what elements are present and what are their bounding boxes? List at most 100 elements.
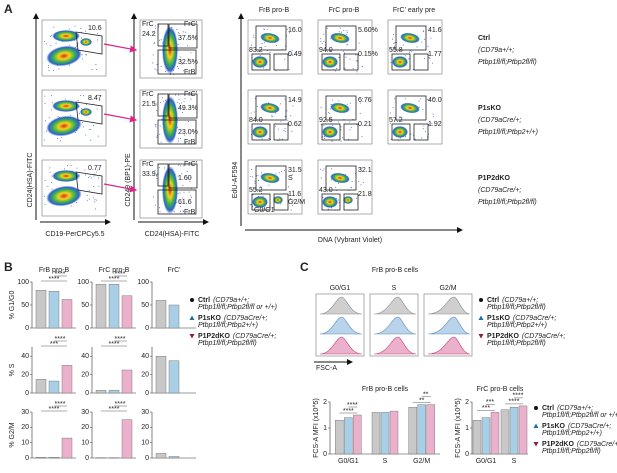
axis-label: FCS-A MFI (x10^5) bbox=[313, 398, 320, 458]
cell-dot bbox=[420, 98, 422, 100]
column-title: G0/G1 bbox=[330, 285, 351, 292]
cell-dot bbox=[320, 38, 322, 40]
cell-dot bbox=[432, 62, 434, 64]
column-title: FrC' bbox=[168, 267, 181, 274]
cell-dot bbox=[156, 136, 158, 138]
cell-dot bbox=[74, 25, 76, 27]
genotype: Ctrl bbox=[478, 35, 490, 42]
cell-dot bbox=[176, 65, 178, 67]
bar bbox=[490, 412, 500, 455]
bar bbox=[35, 379, 47, 394]
gate-percent: 0.15% bbox=[358, 51, 378, 58]
cell-density bbox=[46, 45, 82, 67]
cell-dot bbox=[418, 100, 420, 102]
cell-dot bbox=[346, 44, 348, 46]
cell-dot bbox=[45, 130, 47, 132]
cell-dot bbox=[324, 138, 326, 140]
cell-dot bbox=[183, 201, 185, 203]
cell-dot bbox=[180, 138, 182, 140]
cell-dot bbox=[350, 127, 352, 129]
gate-percent: 0.21 bbox=[358, 121, 372, 128]
bar bbox=[61, 365, 73, 394]
significance: **** bbox=[55, 336, 66, 343]
axis-label: EdU-AF594 bbox=[232, 162, 239, 199]
legend-detail: (CD79aCre/+; bbox=[513, 315, 556, 322]
cell-density bbox=[80, 38, 92, 46]
cell-dot bbox=[258, 50, 260, 52]
cell-dot bbox=[185, 31, 187, 33]
cell-dot bbox=[178, 32, 180, 34]
cell-dot bbox=[155, 123, 157, 125]
bar bbox=[155, 300, 167, 329]
legend-symbol bbox=[478, 334, 484, 339]
cell-dot bbox=[182, 112, 184, 114]
cell-dot bbox=[340, 129, 342, 131]
cell-dot bbox=[331, 168, 333, 170]
gate-percent: 6.76 bbox=[358, 97, 372, 104]
cell-dot bbox=[346, 103, 348, 105]
bar bbox=[35, 457, 47, 459]
y-tick-label: 10 bbox=[81, 440, 89, 447]
gate-percent: 41.6 bbox=[428, 27, 442, 34]
cell-dot bbox=[159, 125, 161, 127]
cell-dot bbox=[290, 209, 292, 211]
cell-dot bbox=[337, 199, 339, 201]
significance: **** bbox=[49, 406, 60, 413]
cell-dot bbox=[326, 27, 328, 29]
cell-dot bbox=[187, 176, 189, 178]
cell-dot bbox=[331, 99, 333, 101]
cell-dot bbox=[156, 103, 158, 105]
cell-density bbox=[322, 196, 338, 208]
y-tick-label: 50 bbox=[141, 302, 149, 309]
cell-dot bbox=[179, 210, 181, 212]
cell-dot bbox=[97, 177, 99, 179]
cell-dot bbox=[329, 112, 331, 114]
cell-dot bbox=[361, 65, 363, 67]
cell-dot bbox=[58, 68, 60, 70]
plot-frame bbox=[317, 19, 373, 75]
cell-dot bbox=[283, 170, 285, 172]
gate-percent: 55.2 bbox=[249, 187, 263, 194]
cell-dot bbox=[84, 169, 86, 171]
y-tick-label: 20 bbox=[21, 371, 29, 378]
bar bbox=[353, 414, 362, 455]
cell-dot bbox=[53, 69, 55, 71]
y-tick-label: 20 bbox=[141, 424, 149, 431]
gate bbox=[75, 31, 103, 55]
axis-label: % S bbox=[9, 363, 16, 376]
y-tick-label: 2 bbox=[465, 399, 469, 406]
cell-dot bbox=[423, 125, 425, 127]
genotype: (CD79a+/+; bbox=[478, 47, 514, 54]
cell-dot bbox=[289, 198, 291, 200]
gate bbox=[168, 93, 198, 119]
cell-density bbox=[400, 102, 420, 114]
y-tick-label: 20 bbox=[81, 371, 89, 378]
cell-dot bbox=[154, 68, 156, 70]
gate-percent: 0.77 bbox=[88, 165, 102, 172]
legend-symbol bbox=[478, 315, 484, 320]
cell-dot bbox=[422, 128, 424, 130]
cell-dot bbox=[190, 94, 192, 96]
significance: **** bbox=[55, 271, 66, 278]
bar bbox=[168, 360, 180, 394]
genotype: (CD79aCre/+; bbox=[478, 117, 521, 124]
gate bbox=[273, 193, 289, 211]
cell-dot bbox=[182, 70, 184, 72]
gate-percent: 8.47 bbox=[88, 95, 102, 102]
significance: *** bbox=[50, 341, 58, 348]
gate-percent: 92.5 bbox=[319, 117, 333, 124]
y-tick-label: 0 bbox=[25, 390, 29, 397]
cell-dot bbox=[46, 43, 48, 45]
gate-label: FrC bbox=[142, 161, 154, 168]
gate bbox=[343, 123, 359, 141]
cell-dot bbox=[416, 46, 418, 48]
gate-label: FrC bbox=[142, 21, 154, 28]
cell-dot bbox=[183, 31, 185, 33]
significance: **** bbox=[109, 406, 120, 413]
cell-dot bbox=[249, 204, 251, 206]
cell-dot bbox=[160, 101, 162, 103]
significance: *** bbox=[482, 405, 490, 412]
cell-dot bbox=[408, 58, 410, 60]
cell-dot bbox=[49, 35, 51, 37]
